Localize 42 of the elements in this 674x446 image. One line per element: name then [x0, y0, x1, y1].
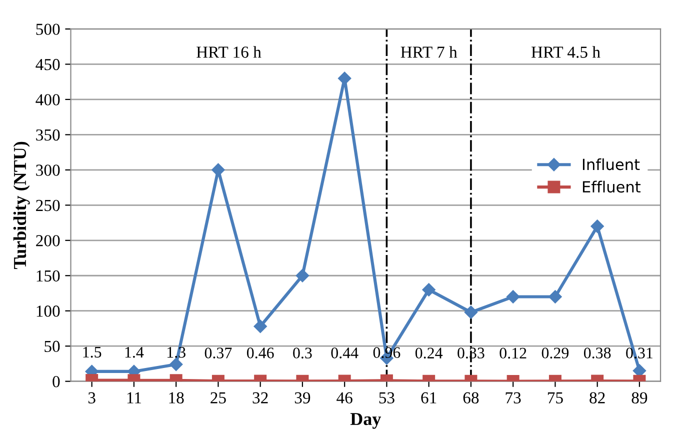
x-tick-label: 32: [252, 392, 268, 404]
x-tick-label: 25: [210, 392, 226, 404]
data-label: 0.24: [415, 348, 443, 359]
annotation: HRT 4.5 h: [531, 46, 600, 58]
x-tick-label: 39: [294, 392, 310, 404]
x-tick-label: 18: [169, 392, 184, 404]
data-label: 1.5: [83, 346, 102, 358]
y-tick-label: 300: [36, 164, 60, 176]
y-tick-label: 200: [36, 235, 60, 246]
x-axis-title: Day: [350, 413, 382, 429]
x-tick-label: 11: [127, 392, 141, 404]
y-tick-label: 50: [44, 340, 60, 352]
data-label: 0.38: [584, 348, 611, 358]
x-tick-label: 73: [506, 392, 521, 404]
annotation: HRT 7 h: [400, 46, 458, 58]
y-tick-label: 400: [36, 94, 60, 106]
legend-label: Effluent: [582, 180, 641, 193]
data-label: 0.3: [293, 348, 312, 358]
x-tick-label: 3: [88, 392, 96, 404]
y-tick-label: 100: [36, 306, 60, 317]
x-tick-label: 53: [379, 392, 394, 404]
y-tick-label: 350: [36, 129, 60, 141]
data-label: 0.44: [331, 348, 358, 358]
data-label: 0.46: [246, 348, 274, 358]
data-label: 0.12: [500, 348, 526, 359]
x-tick-label: 68: [463, 392, 479, 404]
annotation: HRT 16 h: [196, 46, 262, 58]
y-tick-label: 450: [36, 58, 60, 70]
y-tick-label: 500: [36, 24, 60, 35]
data-label: 0.37: [204, 348, 232, 358]
x-tick-label: 82: [590, 392, 605, 404]
legend-label: Influent: [582, 158, 640, 170]
x-tick-label: 89: [632, 392, 648, 404]
data-label: 0.29: [542, 348, 569, 359]
y-tick-label: 0: [52, 376, 60, 388]
x-tick-label: 46: [336, 392, 352, 404]
y-axis-title: Turbidity (NTU): [13, 142, 30, 270]
x-tick-label: 61: [421, 392, 436, 404]
y-tick-label: 150: [36, 270, 60, 282]
data-label: 1.4: [125, 346, 144, 358]
x-tick-label: 75: [548, 392, 563, 404]
y-tick-label: 250: [36, 200, 60, 212]
